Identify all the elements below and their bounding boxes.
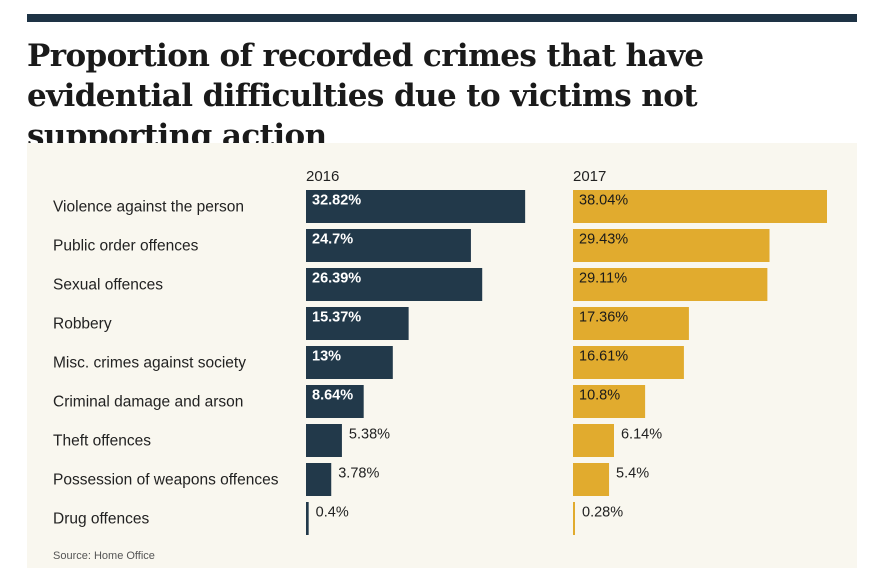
value-label-2017: 29.11%	[579, 271, 627, 287]
value-label-2017: 16.61%	[579, 349, 628, 365]
bar-2016	[306, 268, 483, 301]
source-note: Source: Home Office	[53, 550, 155, 562]
value-label-2016: 24.7%	[312, 232, 353, 248]
bar-2017	[573, 424, 614, 457]
category-label: Misc. crimes against society	[53, 355, 246, 372]
value-label-2016: 26.39%	[312, 271, 361, 287]
bar-2017	[573, 307, 689, 340]
value-label-2017: 17.36%	[579, 310, 628, 326]
bar-2017	[573, 463, 610, 496]
category-label: Possession of weapons offences	[53, 472, 279, 489]
bar-2016	[306, 424, 342, 457]
value-label-2016: 3.78%	[338, 466, 379, 482]
category-label: Public order offences	[53, 238, 199, 255]
value-label-2017: 0.28%	[582, 505, 623, 521]
category-label: Robbery	[53, 316, 112, 333]
value-label-2016: 8.64%	[312, 388, 353, 404]
category-label: Criminal damage and arson	[53, 394, 243, 411]
value-label-2016: 5.38%	[349, 427, 390, 443]
chart-title: Proportion of recorded crimes that have …	[27, 38, 704, 154]
bar-2016	[306, 190, 526, 223]
bar-2017	[573, 268, 768, 301]
bar-2017	[573, 502, 575, 535]
bar-2016	[306, 463, 332, 496]
category-label: Sexual offences	[53, 277, 163, 294]
value-label-2016: 0.4%	[316, 505, 349, 521]
series-header-2016: 2016	[306, 168, 339, 185]
value-label-2016: 13%	[312, 349, 341, 365]
bar-2016	[306, 229, 471, 262]
category-label: Drug offences	[53, 511, 149, 528]
value-label-2017: 5.4%	[616, 466, 649, 482]
bar-2016	[306, 346, 393, 379]
bar-2017	[573, 385, 646, 418]
bar-2016	[306, 307, 409, 340]
top-rule	[27, 14, 857, 22]
value-label-2016: 15.37%	[312, 310, 361, 326]
value-label-2017: 10.8%	[579, 388, 620, 404]
category-label: Violence against the person	[53, 199, 244, 216]
value-label-2016: 32.82%	[312, 193, 361, 209]
value-label-2017: 38.04%	[579, 193, 628, 209]
value-label-2017: 29.43%	[579, 232, 628, 248]
bar-2017	[573, 190, 827, 223]
bar-2017	[573, 229, 770, 262]
bar-2016	[306, 385, 364, 418]
bar-2016	[306, 502, 309, 535]
bar-2017	[573, 346, 684, 379]
value-label-2017: 6.14%	[621, 427, 662, 443]
series-header-2017: 2017	[573, 168, 606, 185]
category-label: Theft offences	[53, 433, 151, 450]
